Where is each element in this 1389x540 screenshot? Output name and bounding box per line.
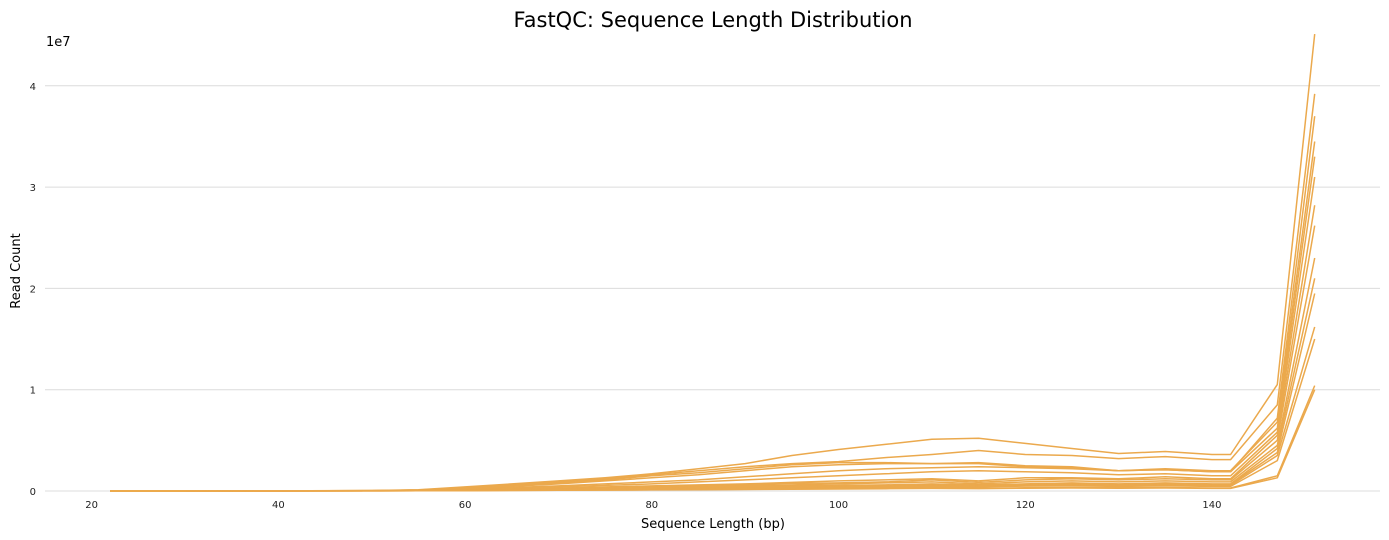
x-tick-label: 80 (645, 500, 658, 511)
series-line-6 (110, 176, 1316, 492)
series-line-10 (110, 278, 1316, 492)
series-line-4 (110, 141, 1316, 492)
x-tick-labels: 20 40 60 80 100 120 140 (85, 500, 1221, 511)
y-tick-label: 4 (30, 82, 36, 93)
x-tick-label: 100 (829, 500, 848, 511)
series-line-15 (110, 389, 1316, 492)
x-tick-label: 120 (1016, 500, 1035, 511)
series-line-1 (110, 34, 1316, 492)
x-tick-label: 40 (272, 500, 285, 511)
series-line-12 (110, 326, 1316, 492)
y-offset-label: 1e7 (46, 35, 71, 50)
y-tick-label: 0 (30, 487, 36, 498)
series-layer (110, 34, 1316, 492)
chart-title: FastQC: Sequence Length Distribution (513, 8, 912, 32)
series-line-8 (110, 225, 1316, 492)
series-line-9 (110, 257, 1316, 492)
y-tick-label: 2 (30, 284, 36, 295)
series-line-3 (110, 116, 1316, 492)
series-line-5 (110, 156, 1316, 492)
series-line-7 (110, 205, 1316, 492)
y-tick-labels: 0 1 2 3 4 (30, 82, 36, 498)
x-axis-label: Sequence Length (bp) (641, 517, 785, 532)
x-tick-label: 60 (459, 500, 472, 511)
series-line-11 (110, 293, 1316, 492)
grid-layer (45, 85, 1380, 492)
x-tick-label: 140 (1202, 500, 1221, 511)
y-tick-label: 3 (30, 183, 36, 194)
series-line-2 (110, 93, 1316, 492)
x-tick-label: 20 (85, 500, 98, 511)
series-line-13 (110, 338, 1316, 492)
y-axis-label: Read Count (9, 233, 24, 308)
y-tick-label: 1 (30, 386, 36, 397)
